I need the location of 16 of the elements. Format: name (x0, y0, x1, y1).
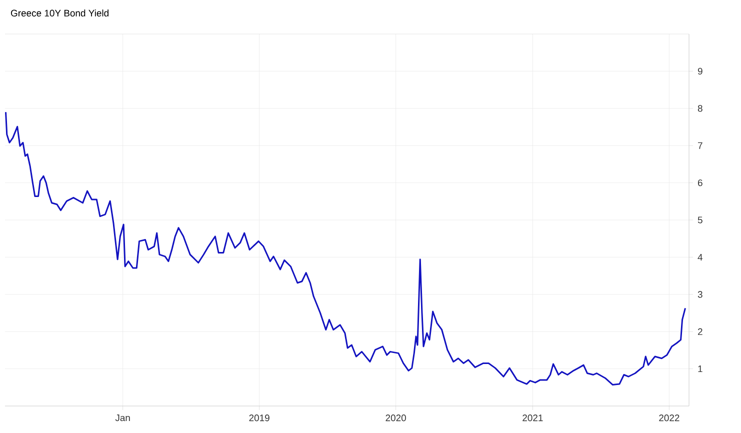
x-tick-label: 2020 (386, 414, 406, 422)
x-tick-label: 2019 (249, 414, 270, 422)
y-tick-label: 2 (698, 328, 702, 335)
y-tick-label: 9 (698, 68, 702, 75)
x-tick-label: Jan (115, 414, 130, 422)
y-tick-label: 7 (698, 142, 702, 149)
chart-title: Greece 10Y Bond Yield (10, 10, 108, 16)
y-tick-label: 3 (698, 291, 702, 298)
y-tick-label: 1 (698, 366, 702, 372)
x-tick-label: 2022 (659, 414, 680, 422)
y-tick-label: 8 (698, 105, 702, 112)
y-tick-label: 5 (698, 216, 702, 224)
line-series (5, 111, 686, 386)
y-tick-label: 4 (698, 254, 703, 260)
x-tick-label: 2021 (522, 414, 543, 422)
y-tick-label: 6 (698, 179, 702, 186)
